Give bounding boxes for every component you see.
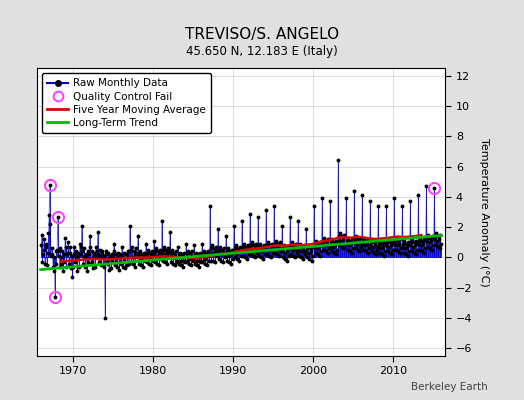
Text: Berkeley Earth: Berkeley Earth bbox=[411, 382, 487, 392]
Y-axis label: Temperature Anomaly (°C): Temperature Anomaly (°C) bbox=[479, 138, 489, 286]
Text: TREVISO/S. ANGELO: TREVISO/S. ANGELO bbox=[185, 27, 339, 42]
Text: 45.650 N, 12.183 E (Italy): 45.650 N, 12.183 E (Italy) bbox=[186, 45, 338, 58]
Legend: Raw Monthly Data, Quality Control Fail, Five Year Moving Average, Long-Term Tren: Raw Monthly Data, Quality Control Fail, … bbox=[42, 73, 211, 133]
